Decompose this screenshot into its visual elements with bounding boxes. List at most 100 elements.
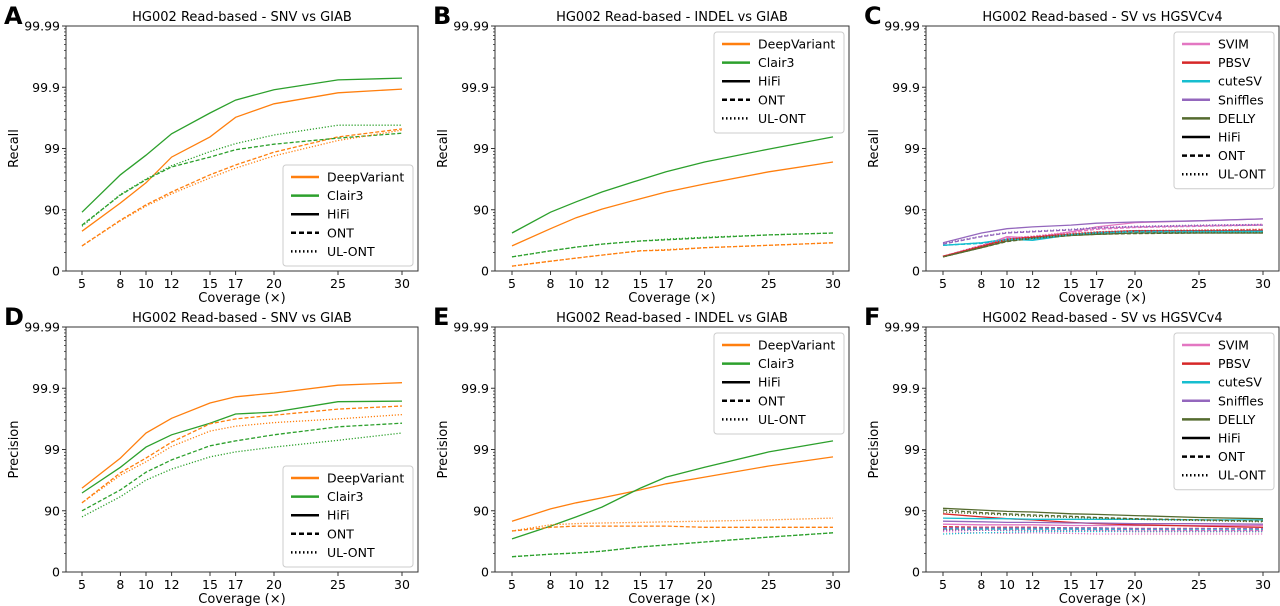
panel-letter: C [864, 2, 882, 30]
series-line-sniffles-ul-ont [943, 529, 1263, 532]
legend-box [282, 465, 414, 568]
x-tick-label: 30 [1255, 276, 1271, 291]
series-line-delly-ul-ont [942, 511, 1264, 523]
legend-label: PBSV [1218, 55, 1251, 70]
x-tick-label: 25 [761, 577, 777, 592]
legend-label: SVIM [1218, 37, 1249, 52]
series-line-deepvariant-hifi [81, 88, 403, 232]
legend-label: HiFi [758, 375, 781, 390]
x-tick-label: 5 [939, 577, 947, 592]
legend-label: ONT [758, 393, 785, 408]
legend-label: Clair3 [758, 55, 794, 70]
legend-box [1173, 332, 1275, 491]
x-tick-label: 15 [202, 276, 218, 291]
y-tick-label: 0 [52, 565, 60, 580]
x-tick-label: 15 [1063, 577, 1079, 592]
x-tick-label: 10 [568, 577, 584, 592]
x-tick-label: 8 [547, 276, 555, 291]
legend-label: Clair3 [758, 356, 794, 371]
series-line-sniffles-ont [943, 527, 1263, 530]
chart-title: HG002 Read-based - SV vs HGSVCv4 [982, 311, 1222, 326]
x-tick-label: 17 [658, 276, 674, 291]
x-tick-label: 30 [1255, 577, 1271, 592]
series-line-delly-hifi [942, 507, 1264, 520]
x-tick-label: 15 [202, 577, 218, 592]
y-tick-label: 99 [44, 442, 60, 457]
y-tick-label: 90 [904, 202, 920, 217]
x-axis-label: Coverage (×) [628, 291, 715, 306]
series-line-sniffles-hifi [942, 520, 1264, 525]
series-line-clair3-ul-ont [511, 232, 834, 258]
x-tick-label: 17 [228, 577, 244, 592]
legend-label: HiFi [1218, 431, 1241, 446]
legend-label: ONT [327, 225, 354, 240]
x-tick-label: 30 [394, 577, 410, 592]
x-tick-label: 8 [547, 577, 555, 592]
legend-label: UL-ONT [1218, 167, 1266, 182]
panel-letter: F [864, 303, 880, 331]
legend-label: ONT [758, 92, 785, 107]
y-tick-label: 99.9 [892, 80, 920, 95]
series-line-deepvariant-hifi [511, 161, 834, 247]
x-tick-label: 5 [508, 577, 516, 592]
legend-box [713, 332, 845, 435]
panel-e: E HG002 Read-based - INDEL vs GIAB 0 90 99 99… [433, 303, 850, 606]
x-tick-label: 17 [658, 577, 674, 592]
series-line-sniffles-hifi [942, 218, 1264, 244]
legend-label: DeepVariant [758, 338, 835, 353]
x-tick-label: 5 [78, 276, 86, 291]
series-line-delly-ul-ont [942, 231, 1263, 258]
x-tick-label: 17 [1089, 276, 1105, 291]
x-tick-label: 5 [78, 577, 86, 592]
legend-label: HiFi [1218, 130, 1241, 145]
series-line-clair3-hifi [511, 136, 834, 234]
y-tick-label: 99 [904, 442, 920, 457]
legend: DeepVariant Clair3 HiFi ONT UL-ONT [713, 332, 845, 435]
series-line-deepvariant-ont [81, 405, 403, 504]
chart-title: HG002 Read-based - SNV vs GIAB [132, 10, 352, 25]
legend-label: UL-ONT [1218, 468, 1266, 483]
chart-title: HG002 Read-based - INDEL vs GIAB [556, 311, 788, 326]
legend-label: UL-ONT [758, 111, 806, 126]
series-line-pbsv-ul-ont [942, 228, 1264, 257]
panel-d: D HG002 Read-based - SNV vs GIAB 0 90 99 99.9… [4, 303, 419, 606]
x-tick-label: 8 [116, 276, 124, 291]
legend: SVIM PBSV cuteSV Sniffles DELLY HiFi ONT UL-ONT [1173, 31, 1275, 190]
series-line-clair3-ul-ont [81, 432, 403, 518]
x-tick-label: 12 [594, 276, 610, 291]
legend-label: DELLY [1218, 111, 1256, 126]
series-line-deepvariant-hifi [511, 456, 834, 522]
legend-label: HiFi [327, 508, 350, 523]
legend-label: DeepVariant [758, 37, 835, 52]
x-tick-label: 10 [999, 577, 1015, 592]
panel-a: A HG002 Read-based - SNV vs GIAB 0 90 99 99.9… [4, 2, 419, 306]
x-axis-label: Coverage (×) [198, 291, 285, 306]
series-line-svim-ul-ont [942, 223, 1264, 257]
y-tick-label: 99.9 [892, 381, 920, 396]
x-axis-label: Coverage (×) [1059, 592, 1146, 606]
x-tick-label: 10 [568, 276, 584, 291]
y-axis-label: Precision [436, 420, 451, 478]
x-tick-label: 25 [1191, 577, 1207, 592]
y-tick-label: 0 [52, 264, 60, 279]
y-tick-label: 99.9 [32, 381, 60, 396]
legend: SVIM PBSV cuteSV Sniffles DELLY HiFi ONT UL-ONT [1173, 332, 1275, 491]
series-line-deepvariant-ont [511, 525, 833, 532]
x-tick-label: 15 [632, 276, 648, 291]
legend-label: DeepVariant [327, 170, 404, 185]
legend-label: cuteSV [1218, 74, 1262, 89]
y-tick-label: 90 [44, 503, 60, 518]
y-tick-label: 99.99 [24, 19, 60, 34]
x-tick-label: 30 [394, 276, 410, 291]
legend: DeepVariant Clair3 HiFi ONT UL-ONT [282, 164, 414, 267]
legend-label: cuteSV [1218, 375, 1262, 390]
legend-label: UL-ONT [327, 545, 375, 560]
y-tick-label: 90 [904, 503, 920, 518]
y-tick-label: 99 [473, 442, 489, 457]
series-line-clair3-ont [511, 532, 834, 558]
x-tick-label: 25 [330, 276, 346, 291]
legend-label: DELLY [1218, 412, 1256, 427]
x-tick-label: 10 [138, 276, 154, 291]
legend-label: ONT [1218, 449, 1245, 464]
